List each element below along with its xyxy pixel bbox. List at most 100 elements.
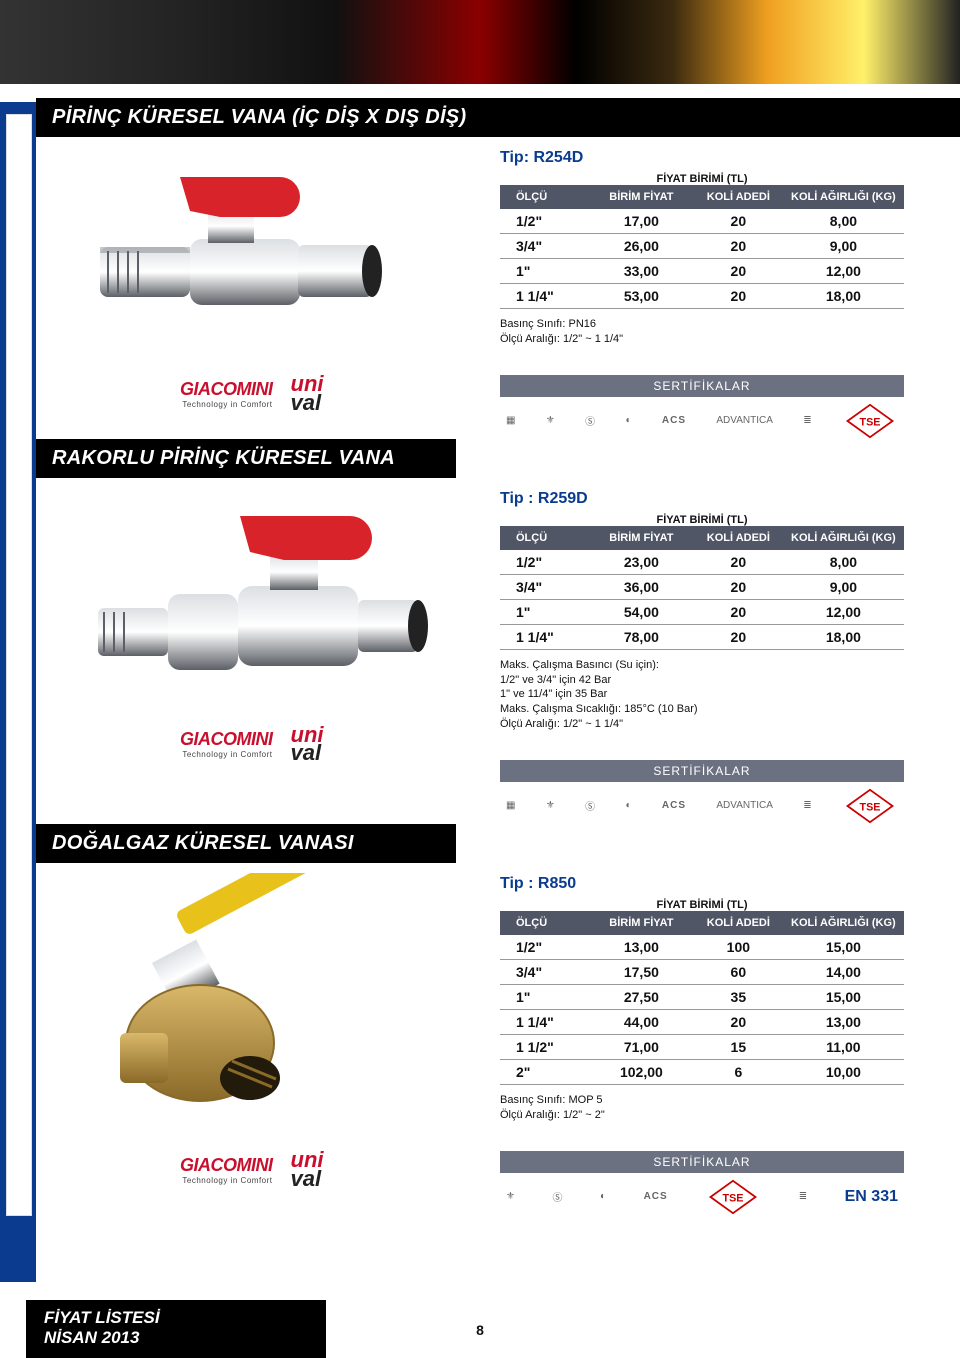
cell-fiyat: 54,00 [589, 599, 694, 624]
cell-olcu: 1" [500, 984, 589, 1009]
top-banner [0, 0, 960, 90]
note-line: 1/2" ve 3/4" için 42 Bar [500, 673, 904, 688]
section-title: DOĞALGAZ KÜRESEL VANASI [36, 824, 456, 863]
fiyat-birimi-label: FİYAT BİRİMİ (TL) [500, 899, 904, 911]
cert-title: SERTİFİKALAR [500, 760, 904, 782]
notes: Basınç Sınıfı: PN16Ölçü Aralığı: 1/2" ~ … [500, 317, 904, 347]
table-row: 1/2" 13,00 100 15,00 [500, 935, 904, 960]
table-row: 1/2" 23,00 20 8,00 [500, 550, 904, 575]
cert-block: SERTİFİKALAR ▦⚜Ⓢ◐ ACS ADVANTICA ≣ TSE [500, 760, 904, 824]
cell-fiyat: 44,00 [589, 1009, 694, 1034]
brand-logos: GIACOMINI Technology in Comfort uni val [180, 375, 500, 412]
cell-adet: 20 [694, 550, 783, 575]
table-row: 1" 54,00 20 12,00 [500, 599, 904, 624]
note-line: 1" ve 11/4" için 35 Bar [500, 687, 904, 702]
product-image [80, 147, 500, 347]
tip-label: Tip: R254D [500, 149, 904, 167]
logo-unival: uni val [291, 1151, 324, 1188]
cert-icons: ▦⚜Ⓢ◐ ACS ADVANTICA ≣ TSE [500, 397, 904, 439]
price-table: ÖLÇÜ BİRİM FİYAT KOLİ ADEDİ KOLİ AĞIRLIĞ… [500, 185, 904, 309]
cell-adet: 20 [694, 574, 783, 599]
cell-kg: 11,00 [783, 1034, 904, 1059]
cell-fiyat: 71,00 [589, 1034, 694, 1059]
logo-unival: uni val [291, 726, 324, 763]
cell-olcu: 1 1/4" [500, 284, 589, 309]
footer-line1: FİYAT LİSTESİ [44, 1308, 308, 1328]
table-row: 1/2" 17,00 20 8,00 [500, 209, 904, 234]
cell-olcu: 1 1/2" [500, 1034, 589, 1059]
col-koli-adedi: KOLİ ADEDİ [694, 526, 783, 550]
cell-kg: 9,00 [783, 574, 904, 599]
cert-title: SERTİFİKALAR [500, 1151, 904, 1173]
cell-kg: 14,00 [783, 959, 904, 984]
table-row: 1" 27,50 35 15,00 [500, 984, 904, 1009]
cell-kg: 8,00 [783, 550, 904, 575]
cell-adet: 20 [694, 234, 783, 259]
section-title: PİRİNÇ KÜRESEL VANA (İÇ DİŞ X DIŞ DİŞ) [36, 98, 960, 137]
cell-fiyat: 26,00 [589, 234, 694, 259]
cell-adet: 35 [694, 984, 783, 1009]
notes: Basınç Sınıfı: MOP 5Ölçü Aralığı: 1/2" ~… [500, 1093, 904, 1123]
col-birim-fiyat: BİRİM FİYAT [589, 185, 694, 209]
price-table: ÖLÇÜ BİRİM FİYAT KOLİ ADEDİ KOLİ AĞIRLIĞ… [500, 911, 904, 1085]
col-koli-agirligi: KOLİ AĞIRLIĞI (KG) [783, 526, 904, 550]
col-koli-adedi: KOLİ ADEDİ [694, 185, 783, 209]
cell-olcu: 1 1/4" [500, 1009, 589, 1034]
footer: FİYAT LİSTESİ NİSAN 2013 [26, 1300, 326, 1358]
footer-line2: NİSAN 2013 [44, 1328, 308, 1348]
cell-adet: 100 [694, 935, 783, 960]
cell-adet: 20 [694, 284, 783, 309]
col-birim-fiyat: BİRİM FİYAT [589, 526, 694, 550]
svg-text:TSE: TSE [860, 801, 881, 813]
cell-fiyat: 102,00 [589, 1059, 694, 1084]
cell-adet: 20 [694, 259, 783, 284]
cell-kg: 18,00 [783, 624, 904, 649]
cell-fiyat: 53,00 [589, 284, 694, 309]
note-line: Basınç Sınıfı: MOP 5 [500, 1093, 904, 1108]
section-title: RAKORLU PİRİNÇ KÜRESEL VANA [36, 439, 456, 478]
brand-logos: GIACOMINI Technology in Comfort uni val [180, 726, 500, 763]
table-row: 1 1/4" 78,00 20 18,00 [500, 624, 904, 649]
cell-fiyat: 17,50 [589, 959, 694, 984]
fiyat-birimi-label: FİYAT BİRİMİ (TL) [500, 514, 904, 526]
tip-label: Tip : R259D [500, 490, 904, 508]
table-row: 3/4" 17,50 60 14,00 [500, 959, 904, 984]
note-line: Ölçü Aralığı: 1/2" ~ 1 1/4" [500, 332, 904, 347]
cell-olcu: 1" [500, 259, 589, 284]
cert-icons: ⚜Ⓢ◐ ACS TSE ≣ EN 331 [500, 1173, 904, 1215]
cert-block: SERTİFİKALAR ⚜Ⓢ◐ ACS TSE ≣ EN 331 [500, 1151, 904, 1215]
notes: Maks. Çalışma Basıncı (Su için):1/2" ve … [500, 658, 904, 732]
cert-icons: ▦⚜Ⓢ◐ ACS ADVANTICA ≣ TSE [500, 782, 904, 824]
product-image [80, 488, 500, 698]
cell-adet: 6 [694, 1059, 783, 1084]
cell-adet: 15 [694, 1034, 783, 1059]
table-row: 1" 33,00 20 12,00 [500, 259, 904, 284]
cell-kg: 18,00 [783, 284, 904, 309]
col-olcu: ÖLÇÜ [500, 911, 589, 935]
svg-text:TSE: TSE [723, 1192, 744, 1204]
cell-adet: 20 [694, 1009, 783, 1034]
cell-olcu: 3/4" [500, 959, 589, 984]
page-number: 8 [476, 1322, 484, 1338]
cell-olcu: 1/2" [500, 209, 589, 234]
table-row: 3/4" 26,00 20 9,00 [500, 234, 904, 259]
cell-adet: 20 [694, 599, 783, 624]
cell-fiyat: 23,00 [589, 550, 694, 575]
cell-olcu: 1 1/4" [500, 624, 589, 649]
col-birim-fiyat: BİRİM FİYAT [589, 911, 694, 935]
cell-kg: 8,00 [783, 209, 904, 234]
cell-fiyat: 17,00 [589, 209, 694, 234]
cell-olcu: 3/4" [500, 574, 589, 599]
cell-olcu: 1/2" [500, 935, 589, 960]
price-table: ÖLÇÜ BİRİM FİYAT KOLİ ADEDİ KOLİ AĞIRLIĞ… [500, 526, 904, 650]
svg-text:TSE: TSE [860, 416, 881, 428]
cell-fiyat: 27,50 [589, 984, 694, 1009]
table-row: 1 1/4" 44,00 20 13,00 [500, 1009, 904, 1034]
cell-fiyat: 13,00 [589, 935, 694, 960]
cell-adet: 20 [694, 209, 783, 234]
section: DOĞALGAZ KÜRESEL VANASI GIACOMINI Techno… [0, 824, 960, 1215]
tip-label: Tip : R850 [500, 875, 904, 893]
table-row: 1 1/4" 53,00 20 18,00 [500, 284, 904, 309]
section: RAKORLU PİRİNÇ KÜRESEL VANA GIACOMINI Te… [0, 439, 960, 824]
logo-giacomini: GIACOMINI Technology in Comfort [180, 1155, 273, 1185]
